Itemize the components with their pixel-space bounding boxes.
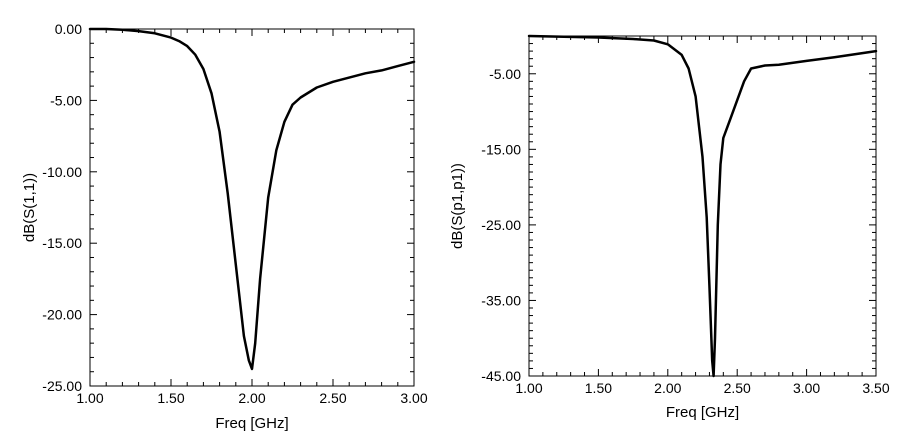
y-tick-label: -15.00 — [481, 141, 521, 157]
y-tick-label: -25.00 — [481, 217, 521, 233]
y-tick-label: -10.00 — [42, 164, 82, 180]
plot-frame — [528, 35, 877, 377]
x-axis-label: Freq [GHz] — [215, 415, 288, 432]
chart-2: 1.00 1.50 2.00 2.50 3.00 3.50 -5.00 -15.00 -25.0… — [449, 34, 890, 421]
y-tick-label: -35.00 — [481, 292, 521, 308]
x-tick-label: 1.00 — [515, 380, 542, 396]
y-tick-label: -5.00 — [50, 92, 82, 108]
x-tick-label: 3.00 — [400, 390, 427, 406]
y-tick-label: -20.00 — [42, 307, 82, 323]
x-tick-label: 3.50 — [862, 380, 889, 396]
x-tick-label: 2.50 — [319, 390, 346, 406]
y-tick-label: -25.00 — [42, 378, 82, 394]
y-tick-label: -45.00 — [481, 368, 521, 384]
x-tick-label: 2.00 — [654, 380, 681, 396]
plot-frame — [89, 28, 415, 387]
x-tick-label: 2.00 — [238, 390, 265, 406]
x-tick-label: 1.00 — [76, 390, 103, 406]
series-line — [527, 34, 878, 378]
x-tick-label: 2.50 — [724, 380, 751, 396]
x-tick-label: 1.50 — [585, 380, 612, 396]
x-tick-label: 1.50 — [157, 390, 184, 406]
x-axis-label: Freq [GHz] — [666, 404, 739, 421]
x-tick-label: 3.00 — [793, 380, 820, 396]
y-axis-label: dB(S(1,1)) — [21, 173, 38, 242]
y-tick-label: -5.00 — [489, 66, 521, 82]
chart-1: 1.00 1.50 2.00 2.50 3.00 0.00 -5.00 -10.00 -15.0… — [21, 21, 428, 432]
series-line — [88, 27, 416, 371]
y-tick-label: -15.00 — [42, 235, 82, 251]
y-tick-label: 0.00 — [55, 21, 82, 37]
y-axis-label: dB(S(p1,p1)) — [449, 163, 466, 249]
